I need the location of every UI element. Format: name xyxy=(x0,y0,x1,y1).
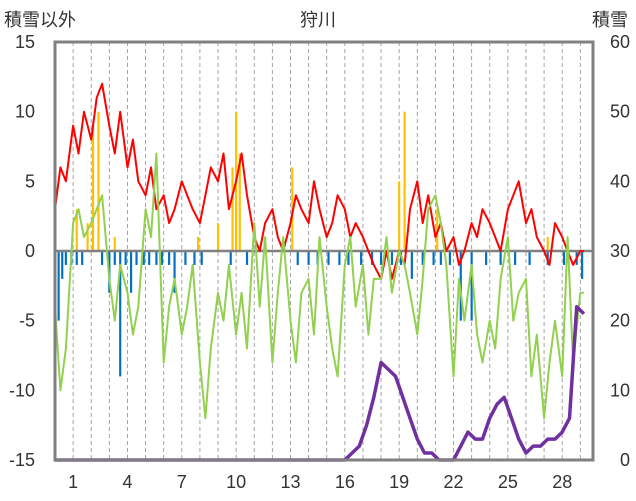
precip-bar xyxy=(403,111,406,252)
precip-bar xyxy=(546,237,549,251)
y-right-tick-label: 40 xyxy=(610,171,630,191)
y-left-tick-label: 10 xyxy=(15,102,35,122)
snow_change-bar xyxy=(499,251,502,265)
precip-bar xyxy=(238,153,241,251)
snow_change-bar xyxy=(124,251,127,265)
x-tick-label: 25 xyxy=(498,472,518,492)
snow_change-bar xyxy=(528,251,531,265)
chart-title: 狩川 xyxy=(300,10,336,30)
snow_change-bar xyxy=(184,251,187,265)
x-tick-label: 7 xyxy=(177,472,187,492)
snow_change-bar xyxy=(470,251,473,321)
y-right-tick-label: 0 xyxy=(620,450,630,470)
snow_change-bar xyxy=(390,251,394,265)
precip-bar xyxy=(231,167,234,251)
precip-bar xyxy=(91,125,95,251)
snow_change-bar xyxy=(327,251,330,265)
x-tick-label: 22 xyxy=(444,472,464,492)
snow_change-bar xyxy=(61,251,64,279)
x-tick-label: 16 xyxy=(335,472,355,492)
snow_change-bar xyxy=(142,251,145,265)
snow_change-bar xyxy=(168,251,171,265)
temp_max-line xyxy=(54,82,584,280)
snow_change-bar xyxy=(81,251,84,265)
snow_change-bar xyxy=(155,251,158,265)
x-tick-label: 1 xyxy=(68,472,78,492)
snow_change-bar xyxy=(200,251,203,265)
snow_change-bar xyxy=(119,251,122,377)
y-right-tick-label: 30 xyxy=(610,241,630,261)
y-left-tick-label: 5 xyxy=(25,171,35,191)
snow_change-bar xyxy=(135,251,138,265)
y-left-tick-label: 15 xyxy=(15,32,35,52)
y-right-tick-label: 50 xyxy=(610,102,630,122)
precip-bar xyxy=(75,209,78,251)
snow_change-bar xyxy=(173,251,176,293)
y-right-tick-label: 10 xyxy=(610,380,630,400)
snow_change-bar xyxy=(514,251,517,265)
snow_change-bar xyxy=(101,251,104,265)
snow_change-bar xyxy=(581,251,584,279)
snow_change-bar xyxy=(347,251,350,265)
y-left-tick-label: -5 xyxy=(19,311,35,331)
snow_change-bar xyxy=(485,251,488,265)
precip-bar xyxy=(197,237,200,251)
snow_change-bar xyxy=(229,251,232,265)
snow_change-bar xyxy=(245,251,249,265)
precip-bar xyxy=(113,237,116,251)
snow_change-bar xyxy=(338,251,341,265)
right-axis-title: 積雪 xyxy=(592,10,628,30)
snow_change-bar xyxy=(75,251,78,265)
snow_change-bar xyxy=(148,251,151,265)
x-tick-label: 4 xyxy=(122,472,132,492)
precip-bar xyxy=(86,223,89,251)
snow_change-bar xyxy=(432,251,435,265)
snow_change-bar xyxy=(296,251,299,265)
precip-bar xyxy=(216,223,220,251)
snow_change-bar xyxy=(64,251,67,265)
y-right-tick-label: 60 xyxy=(610,32,630,52)
snow_change-bar xyxy=(562,251,566,265)
snow_change-bar xyxy=(307,251,310,265)
snow_change-bar xyxy=(57,251,60,321)
snow_change-bar xyxy=(448,251,451,265)
precip-bar xyxy=(97,111,100,252)
snow_change-bar xyxy=(113,251,116,265)
y-left-tick-label: 0 xyxy=(25,241,35,261)
y-left-tick-label: -15 xyxy=(9,450,35,470)
snow_change-bar xyxy=(129,251,133,293)
snow_change-bar xyxy=(379,251,383,265)
snow_change-bar xyxy=(439,251,442,265)
snow_change-bar xyxy=(421,251,424,265)
y-left-tick-label: -10 xyxy=(9,380,35,400)
temp_min-line xyxy=(54,152,584,420)
precip-bar xyxy=(398,181,401,251)
snow_depth-line xyxy=(55,304,586,462)
left-axis-title: 積雪以外 xyxy=(4,10,76,30)
plot-frame xyxy=(53,40,595,462)
x-tick-label: 28 xyxy=(552,472,572,492)
snow_change-bar xyxy=(160,251,163,265)
x-tick-label: 10 xyxy=(226,472,246,492)
snow_change-bar xyxy=(410,251,413,279)
x-tick-label: 13 xyxy=(280,472,300,492)
x-tick-label: 19 xyxy=(389,472,409,492)
snow_change-bar xyxy=(193,251,196,265)
y-right-tick-label: 20 xyxy=(610,311,630,331)
snow_change-bar xyxy=(360,251,363,265)
